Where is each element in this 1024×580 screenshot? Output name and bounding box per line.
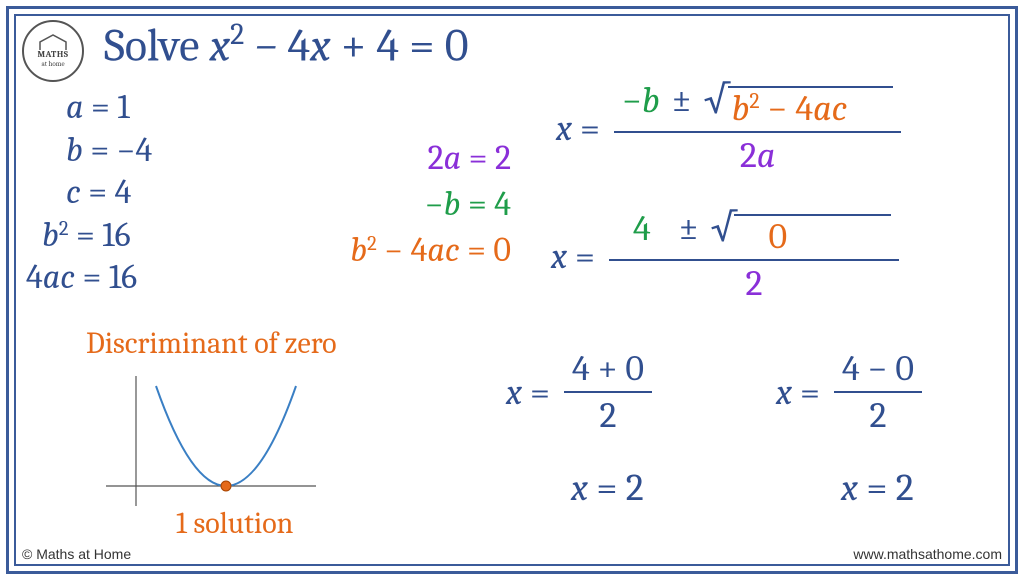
coef-c: c = 4 <box>66 171 152 214</box>
inner-frame: MATHS at home Solve x2 − 4x + 4 = 0 a = … <box>14 14 1010 566</box>
coefficients-list: a = 1 b = −4 c = 4 b2 = 16 4ac = 16 <box>66 86 152 299</box>
result-2: x = 2 <box>841 466 914 510</box>
calc-disc: b2 − 4ac = 0 <box>251 228 511 274</box>
parabola-curve <box>156 386 296 486</box>
split-plus: x = 4 + 0 2 <box>506 346 652 438</box>
title-prefix: Solve <box>104 19 210 72</box>
coef-a: a = 1 <box>66 86 152 129</box>
calc-2a: 2a = 2 <box>251 136 511 182</box>
vertex-point <box>221 481 231 491</box>
split-minus-num: 4 − 0 <box>834 346 922 391</box>
split-plus-num: 4 + 0 <box>564 346 652 391</box>
calc-negb: −b = 4 <box>251 182 511 228</box>
intermediate-calcs: 2a = 2 −b = 4 b2 − 4ac = 0 <box>251 136 511 274</box>
split-minus: x = 4 − 0 2 <box>776 346 922 438</box>
split-minus-den: 2 <box>861 393 894 438</box>
discriminant-label: Discriminant of zero <box>86 326 337 361</box>
logo-text-1: MATHS <box>37 50 68 60</box>
quadratic-formula: x = −b ± √ b2 − 4ac 2a <box>556 78 901 178</box>
parabola-graph <box>96 366 326 516</box>
coef-4ac: 4ac = 16 <box>26 256 152 299</box>
substituted-formula: x = 4 ± √ 0 2 <box>551 206 899 306</box>
logo-text-2: at home <box>41 60 64 68</box>
logo-badge: MATHS at home <box>22 20 84 82</box>
coef-b2: b2 = 16 <box>42 214 152 257</box>
result-1: x = 2 <box>571 466 644 510</box>
split-plus-den: 2 <box>591 393 624 438</box>
coef-b: b = −4 <box>66 129 152 172</box>
footer-url: www.mathsathome.com <box>853 546 1002 562</box>
page-title: Solve x2 − 4x + 4 = 0 <box>104 18 469 72</box>
copyright-text: © Maths at Home <box>22 546 131 562</box>
